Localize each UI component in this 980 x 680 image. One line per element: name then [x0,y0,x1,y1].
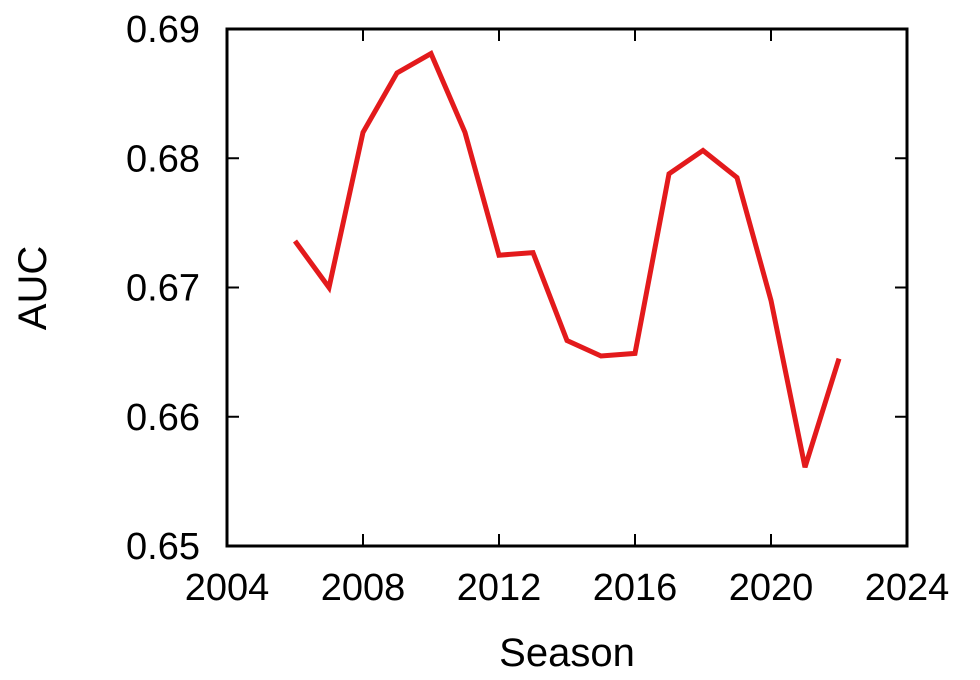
x-tick-label: 2024 [865,567,950,609]
x-tick-label: 2004 [185,567,270,609]
y-tick-label: 0.67 [126,268,200,310]
y-axis-title: AUC [11,246,55,330]
series-layer [292,50,842,468]
series-line [292,50,842,468]
y-axis: 0.65 0.66 0.67 0.68 0.69 [126,9,907,568]
y-tick-label: 0.66 [126,397,200,439]
x-tick-label: 2016 [593,567,678,609]
x-axis-title: Season [499,631,635,675]
x-axis: 2004 2008 2012 2016 2020 2024 [185,29,950,609]
y-tick-label: 0.68 [126,138,200,180]
x-tick-label: 2008 [321,567,406,609]
x-tick-label: 2020 [729,567,814,609]
x-tick-label: 2012 [457,567,542,609]
y-tick-label: 0.65 [126,526,200,568]
y-tick-label: 0.69 [126,9,200,51]
